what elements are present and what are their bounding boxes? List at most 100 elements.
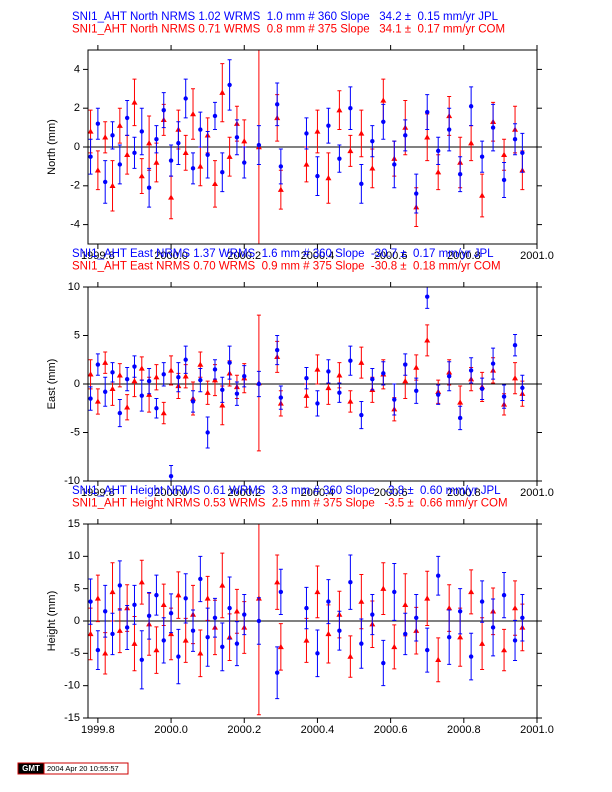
point (479, 386, 485, 392)
y-tick-label: 0 (74, 615, 80, 627)
point (337, 628, 342, 633)
point (512, 375, 519, 381)
point (392, 162, 397, 167)
point (303, 161, 310, 167)
point (512, 137, 518, 142)
point (219, 582, 226, 588)
point (490, 125, 496, 130)
point (336, 372, 343, 378)
point (109, 182, 116, 188)
frame (87, 523, 538, 719)
point (242, 612, 247, 617)
footer: GMT 2004 Apr 20 10:55:57 (17, 762, 129, 775)
logo: GMT (22, 764, 40, 773)
point (520, 385, 525, 391)
point (370, 376, 375, 382)
point (278, 395, 284, 400)
y-tick-label: -10 (64, 475, 80, 487)
point (277, 186, 284, 192)
point (146, 378, 152, 384)
point (211, 180, 218, 187)
point (205, 152, 210, 157)
point (138, 579, 145, 585)
point (314, 366, 321, 372)
point (227, 82, 232, 88)
point (117, 583, 123, 588)
point (424, 134, 431, 140)
point (414, 191, 419, 196)
point (424, 595, 431, 601)
point (336, 107, 343, 113)
point (381, 119, 386, 124)
point (413, 364, 420, 370)
point (109, 588, 116, 595)
point (479, 640, 486, 646)
point (479, 154, 485, 159)
point (501, 592, 507, 598)
point (102, 609, 108, 614)
point (153, 374, 160, 380)
point (102, 359, 109, 365)
point (468, 140, 475, 146)
plot-area (88, 287, 537, 481)
y-axis-label: North (mm) (46, 119, 58, 175)
point (358, 359, 365, 365)
point (403, 133, 408, 138)
point (124, 625, 130, 630)
point (117, 410, 123, 416)
point (110, 631, 115, 637)
point (160, 410, 167, 416)
point (110, 370, 115, 375)
y-tick-label: 5 (74, 329, 80, 341)
point (94, 595, 101, 601)
point (380, 585, 387, 591)
point (198, 576, 203, 582)
x-tick-label: 2001.0 (520, 487, 554, 499)
y-tick-label: -15 (64, 712, 80, 724)
point (154, 406, 159, 411)
point (182, 373, 189, 379)
point (94, 167, 101, 173)
point (205, 634, 210, 640)
point (326, 123, 331, 128)
point (124, 151, 131, 157)
point (168, 473, 174, 479)
point (457, 399, 464, 405)
point (138, 173, 145, 179)
x-tick-label: 2001.0 (520, 250, 554, 262)
point (359, 412, 364, 418)
point (168, 611, 174, 616)
point (182, 149, 189, 156)
point (326, 369, 331, 374)
point (117, 162, 123, 167)
y-tick-label: 10 (68, 281, 80, 293)
point (88, 599, 93, 604)
point (446, 374, 452, 379)
point (304, 375, 309, 381)
point (358, 598, 365, 604)
point (446, 634, 452, 640)
series-title: SNI1_AHT East NRMS 1.37 WRMS 1.6 mm # 36… (72, 248, 494, 260)
point (391, 643, 398, 650)
point (183, 596, 188, 601)
point (501, 177, 507, 183)
x-tick-label: 2000.4 (301, 487, 335, 499)
point (337, 390, 342, 395)
point (278, 589, 284, 595)
y-tick-label: 5 (74, 583, 80, 595)
point (132, 602, 137, 608)
point (337, 156, 342, 161)
point (176, 375, 181, 380)
x-tick-label: 2000.4 (301, 250, 335, 262)
timestamp-box (43, 762, 129, 775)
y-tick-label: 2 (74, 102, 80, 114)
series-title: SNI1_AHT Height NRMS 0.53 WRMS 2.5 mm # … (72, 498, 508, 510)
point (176, 654, 181, 659)
frame (87, 49, 538, 245)
point (219, 402, 226, 408)
point (139, 129, 144, 134)
point (116, 372, 123, 378)
point (402, 601, 409, 608)
point (131, 378, 138, 384)
point (277, 643, 284, 650)
